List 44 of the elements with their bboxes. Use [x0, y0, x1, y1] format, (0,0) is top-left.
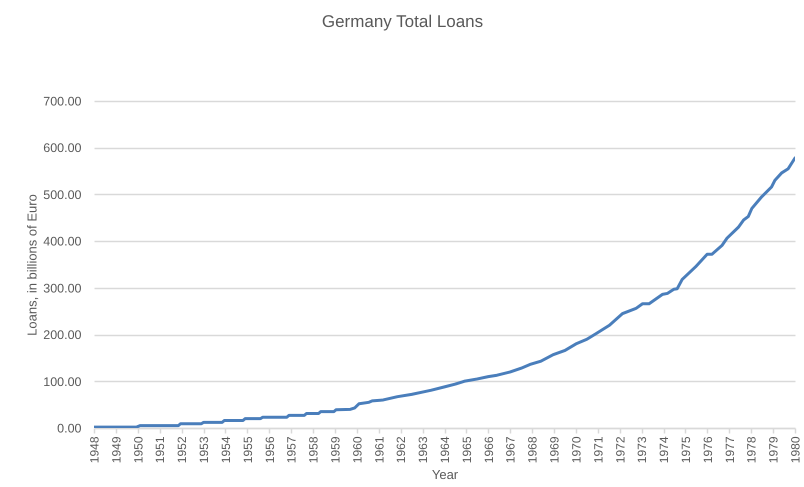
x-axis-title: Year — [432, 467, 459, 482]
x-tick-label: 1971 — [591, 436, 606, 464]
x-tick-label: 1967 — [504, 436, 518, 464]
x-tick-label: 1952 — [175, 436, 190, 464]
x-tick-label: 1962 — [394, 436, 408, 464]
x-tick-label: 1968 — [526, 436, 540, 464]
y-tick-label: 300.00 — [43, 281, 82, 296]
x-tick-label: 1948 — [88, 436, 102, 464]
x-tick-label: 1966 — [482, 436, 496, 464]
y-tick-label: 200.00 — [43, 328, 82, 342]
x-tick-label: 1976 — [700, 436, 715, 464]
x-tick-label: 1978 — [744, 436, 759, 464]
x-tick-label: 1980 — [788, 436, 802, 464]
y-tick-label: 100.00 — [43, 374, 82, 389]
x-tick-label: 1960 — [350, 436, 364, 464]
y-tick-label: 400.00 — [43, 234, 82, 249]
x-tick-label: 1953 — [197, 436, 212, 464]
x-tick-label: 1954 — [218, 436, 233, 464]
y-tick-label: 600.00 — [43, 141, 82, 156]
x-tick-label: 1970 — [569, 436, 584, 464]
x-tick-label: 1963 — [416, 436, 430, 464]
x-tick-label: 1957 — [284, 436, 299, 464]
x-tick-label: 1969 — [548, 436, 562, 464]
x-tick-label: 1964 — [438, 436, 452, 464]
x-tick-label: 1959 — [328, 436, 342, 464]
x-tick-label: 1961 — [372, 436, 386, 464]
x-tick-label: 1949 — [109, 436, 124, 464]
x-tick-label: 1965 — [460, 436, 474, 464]
x-tick-label: 1979 — [766, 436, 781, 464]
x-tick-label: 1950 — [131, 436, 146, 464]
y-tick-label: 500.00 — [43, 188, 82, 202]
x-tick-label: 1974 — [657, 436, 672, 464]
y-axis-title: Loans, in billions of Euro — [24, 194, 40, 336]
y-tick-label: 0.00 — [57, 422, 82, 436]
x-tick-label: 1977 — [722, 436, 737, 464]
x-tick-label: 1975 — [678, 436, 693, 464]
x-tick-label: 1972 — [613, 436, 628, 464]
y-tick-label: 700.00 — [43, 94, 82, 108]
x-tick-label: 1973 — [635, 436, 650, 464]
x-tick-label: 1955 — [240, 436, 255, 464]
x-tick-label: 1951 — [153, 436, 168, 464]
x-tick-label: 1958 — [306, 436, 321, 464]
x-tick-label: 1956 — [262, 436, 277, 464]
chart-title: Germany Total Loans — [322, 12, 484, 31]
